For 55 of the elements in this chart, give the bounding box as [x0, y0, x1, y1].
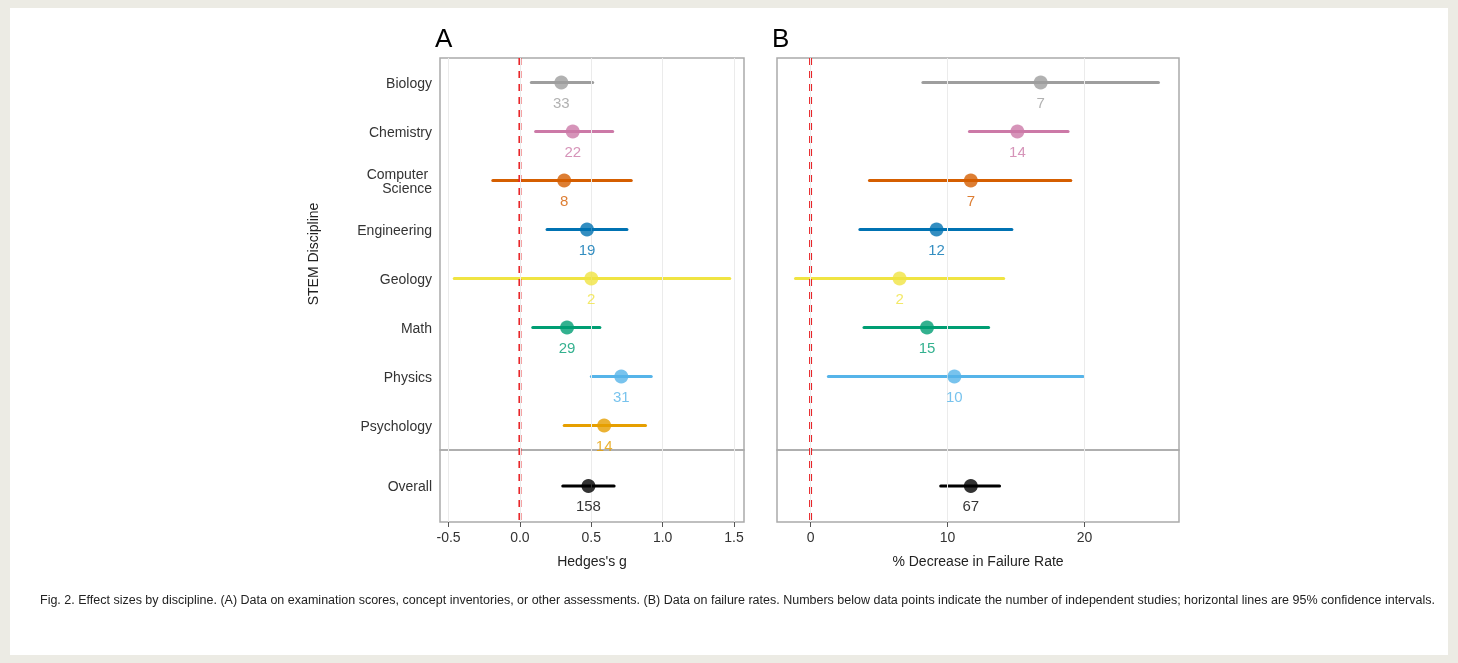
annotation: 158 — [575, 497, 601, 514]
y-axis-title: STEM Discipline — [305, 202, 321, 306]
point — [597, 418, 612, 433]
x-tick-label: 1.5 — [724, 529, 744, 545]
point — [580, 222, 594, 237]
annotation: 22 — [564, 142, 582, 160]
annotation: 19 — [578, 240, 596, 258]
annotation: 29 — [558, 338, 576, 356]
point — [584, 271, 599, 286]
point — [919, 320, 934, 335]
annotation: 33 — [552, 93, 570, 111]
point — [557, 173, 572, 188]
chart-title: A — [435, 23, 453, 53]
y-tick-label: Biology — [386, 74, 432, 91]
point — [1033, 75, 1048, 90]
x-tick-label: 20 — [1076, 529, 1093, 545]
y-tick-label: Overall — [387, 478, 432, 494]
caption: Fig. 2. Effect sizes by discipline. (A) Data on examination scores, concept inventories, or other assessments. (B) Data on failure rates. Numbers below data points indicate the number of independent studies; horizontal lines are 95% confidence intervals. — [40, 592, 1436, 609]
point — [892, 271, 907, 286]
annotation: 7 — [1036, 93, 1045, 111]
point — [614, 369, 629, 384]
point — [947, 369, 962, 384]
annotation: 14 — [595, 436, 613, 454]
point — [963, 173, 978, 188]
annotation: 12 — [928, 240, 945, 258]
point — [929, 222, 944, 237]
x-tick-label: 1.0 — [652, 529, 673, 545]
annotation: 31 — [612, 387, 630, 405]
x-axis-title: % Decrease in Failure Rate — [892, 553, 1064, 569]
annotation: 7 — [966, 191, 975, 209]
point — [1010, 124, 1025, 139]
annotation: 8 — [560, 191, 569, 209]
chart-title: B — [772, 23, 790, 53]
y-tick-label: Psychology — [360, 417, 432, 434]
y-tick-label: Math — [400, 319, 432, 336]
y-tick-label: Physics — [383, 368, 432, 385]
y-tick-label: Geology — [379, 270, 432, 287]
x-tick-label: -0.5 — [436, 529, 461, 545]
annotation: 10 — [946, 387, 963, 405]
y-tick-label: Engineering — [357, 221, 432, 238]
annotation: 15 — [918, 338, 936, 356]
x-axis-title: Hedges's g — [557, 553, 627, 569]
annotation: 67 — [962, 497, 980, 514]
x-tick-label: 0 — [806, 529, 815, 545]
x-tick-label: 0.5 — [581, 529, 602, 545]
x-tick-label: 10 — [939, 529, 956, 545]
x-tick-label: 0.0 — [510, 529, 530, 545]
y-tick-label: Computer Science — [366, 165, 433, 196]
annotation: 2 — [587, 289, 596, 307]
y-tick-label: Chemistry — [368, 123, 432, 140]
point — [560, 320, 575, 335]
point — [554, 75, 569, 90]
annotation: 14 — [1009, 142, 1026, 160]
annotation: 2 — [895, 289, 904, 307]
point — [565, 124, 580, 139]
